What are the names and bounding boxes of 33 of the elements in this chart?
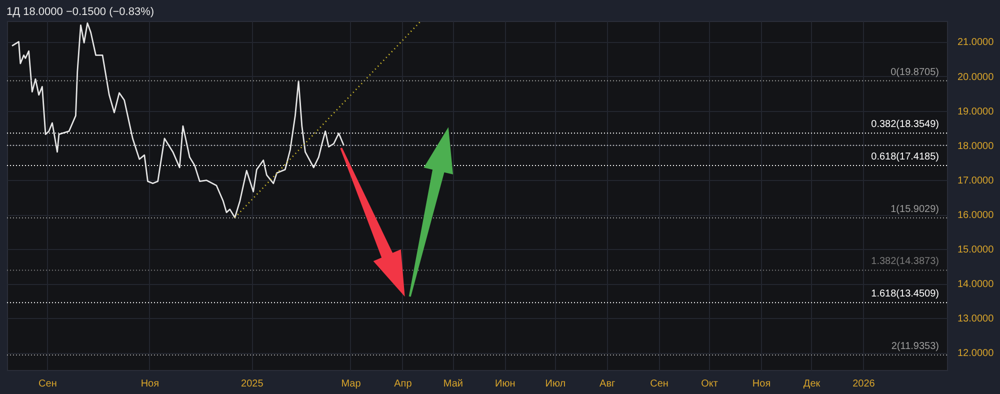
- line-series: [11, 22, 344, 218]
- x-tick-label: 2026: [852, 378, 876, 390]
- y-tick-label: 15.0000: [958, 244, 994, 256]
- x-tick-label: Сен: [38, 378, 57, 390]
- y-tick-label: 19.0000: [958, 106, 994, 118]
- x-tick-label: Дек: [803, 378, 821, 390]
- x-tick-label: Июн: [495, 378, 516, 390]
- ref-line-label: 1.382(14.3873): [871, 256, 939, 268]
- y-tick-label: 17.0000: [958, 175, 994, 186]
- x-tick-label: Сен: [650, 378, 668, 390]
- x-tick-label: Апр: [394, 378, 412, 390]
- y-tick-label: 13.0000: [958, 314, 994, 325]
- x-tick-label: Ноя: [140, 378, 160, 390]
- ref-line-label: 0.618(17.4185): [871, 151, 939, 162]
- y-tick-label: 12.0000: [958, 348, 994, 360]
- x-tick-label: Июл: [545, 378, 566, 390]
- chart-title: 1Д 18.0000 −0.1500 (−0.83%): [6, 6, 154, 18]
- ref-line-label: 1(15.9029): [890, 204, 939, 215]
- y-tick-label: 16.0000: [958, 210, 994, 222]
- y-tick-label: 20.0000: [958, 72, 994, 83]
- y-tick-label: 14.0000: [958, 279, 994, 290]
- x-tick-label: Май: [443, 378, 463, 390]
- ref-line-label: 2(11.9353): [891, 340, 939, 352]
- x-tick-label: Авг: [600, 378, 616, 390]
- ref-line-label: 1.618(13.4509): [871, 288, 939, 300]
- x-tick-label: Окт: [701, 378, 718, 390]
- ref-line-label: 0.382(18.3549): [871, 119, 939, 130]
- y-tick-label: 18.0000: [958, 140, 994, 152]
- x-tick-label: Мар: [341, 378, 362, 390]
- x-tick-label: 2025: [241, 378, 264, 390]
- x-tick-label: Ноя: [752, 378, 771, 390]
- ref-line-label: 0(19.8705): [890, 66, 939, 78]
- y-tick-label: 21.0000: [958, 37, 994, 48]
